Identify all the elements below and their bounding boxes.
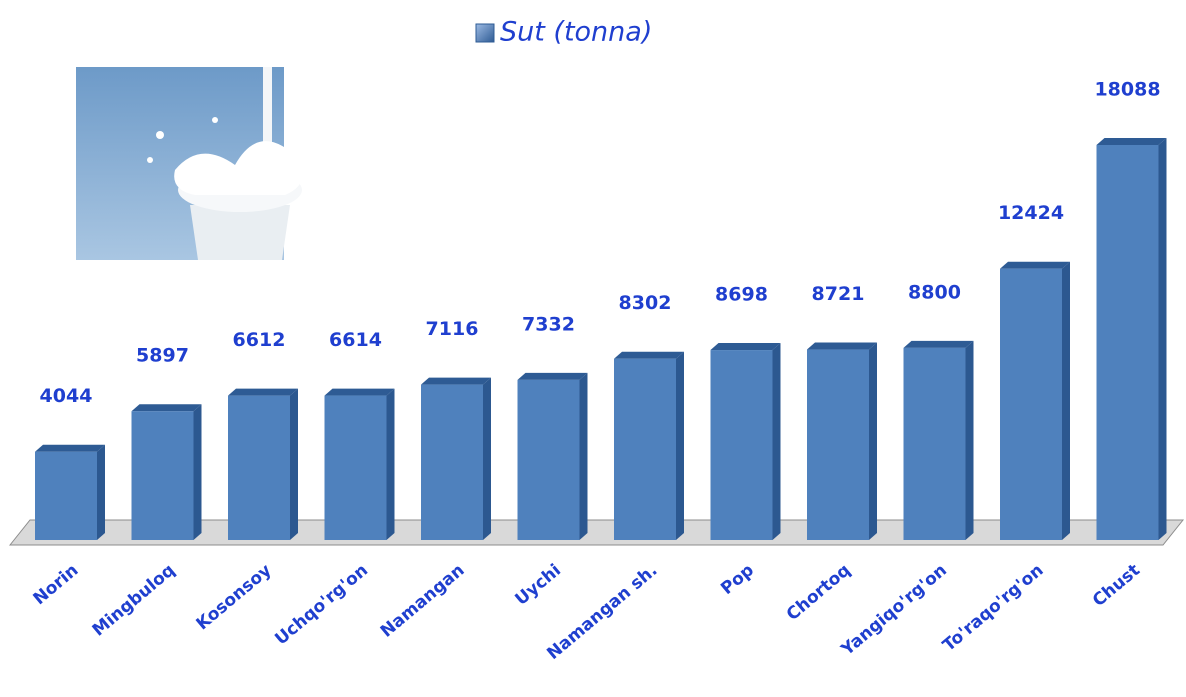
value-label: 7332 xyxy=(522,313,575,335)
x-tick-label: Uychi xyxy=(512,560,565,609)
bar-side xyxy=(483,378,491,540)
bar-top xyxy=(1097,138,1167,145)
legend-swatch xyxy=(476,24,494,42)
bar xyxy=(614,359,676,540)
bar-side xyxy=(194,404,202,540)
x-tick-label: Namangan xyxy=(377,560,469,641)
bar xyxy=(518,380,580,540)
bar-side xyxy=(1062,262,1070,540)
bar xyxy=(711,350,773,540)
bar-side xyxy=(290,389,298,540)
bar-top xyxy=(711,343,781,350)
bar-top xyxy=(228,389,298,396)
bar-side xyxy=(676,352,684,540)
bar xyxy=(421,385,483,540)
bar-side xyxy=(387,389,395,540)
value-label: 6614 xyxy=(329,329,382,351)
bar xyxy=(325,396,387,540)
value-label: 18088 xyxy=(1094,79,1160,101)
bar-top xyxy=(518,373,588,380)
bar xyxy=(1097,145,1159,540)
value-label: 8721 xyxy=(812,283,865,305)
value-label: 5897 xyxy=(136,345,189,367)
value-label: 6612 xyxy=(233,329,286,351)
bar-top xyxy=(35,445,105,452)
bar xyxy=(35,452,97,540)
bar-top xyxy=(325,389,395,396)
value-label: 12424 xyxy=(998,202,1064,224)
x-tick-label: Mingbuloq xyxy=(89,560,179,640)
x-tick-label: Uchqo'rg'on xyxy=(271,560,372,649)
bar-side xyxy=(773,343,781,540)
bar-side xyxy=(97,445,105,540)
bar-top xyxy=(904,341,974,348)
bar xyxy=(1000,269,1062,540)
x-tick-label: Chortoq xyxy=(783,560,855,625)
bar-side xyxy=(966,341,974,540)
x-tick-label: To'raqo'rg'on xyxy=(939,560,1047,655)
legend-label: Sut (tonna) xyxy=(500,17,652,48)
value-label: 4044 xyxy=(40,385,93,407)
value-label: 8302 xyxy=(619,292,672,314)
bar-side xyxy=(580,373,588,540)
bar xyxy=(228,396,290,540)
bar-top xyxy=(132,404,202,411)
x-tick-label: Kosonsoy xyxy=(193,560,276,634)
x-tick-label: Norin xyxy=(30,560,83,609)
bar xyxy=(132,411,194,540)
bar-side xyxy=(869,343,877,540)
x-tick-label: Chust xyxy=(1089,560,1144,611)
bar-top xyxy=(614,352,684,359)
bar-top xyxy=(807,343,877,350)
chart: Sut (tonna) 4044 Norin 5897 Mingbuloq 6612 Kos… xyxy=(0,0,1186,693)
bar-side xyxy=(1159,138,1167,540)
bar xyxy=(807,350,869,540)
bar-top xyxy=(421,378,491,385)
bar xyxy=(904,348,966,540)
value-label: 8698 xyxy=(715,284,768,306)
value-label: 7116 xyxy=(426,318,479,340)
bar-top xyxy=(1000,262,1070,269)
x-tick-label: Pop xyxy=(717,560,758,599)
value-label: 8800 xyxy=(908,281,961,303)
milk-picture xyxy=(76,67,347,260)
